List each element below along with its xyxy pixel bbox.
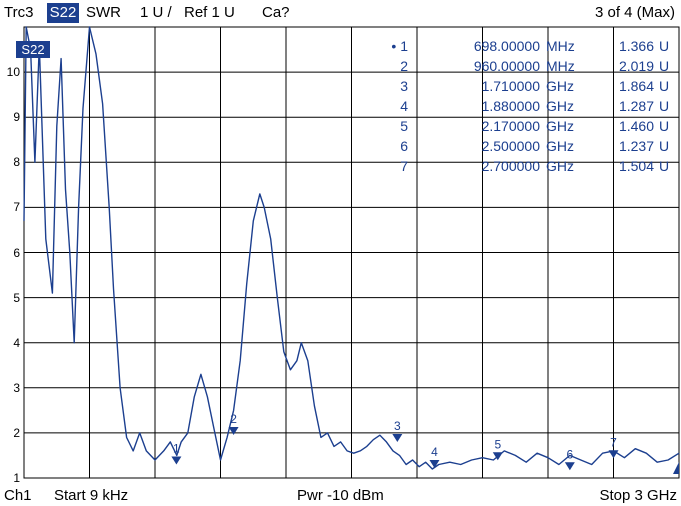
y-tick-label: 4: [13, 335, 20, 350]
marker-table-id[interactable]: 2: [400, 58, 408, 74]
trace-label-badge[interactable]: S22: [16, 41, 50, 58]
marker-table-value: 1.366: [618, 38, 654, 54]
marker-table-freq-unit: GHz: [546, 98, 574, 114]
marker-3-triangle: [392, 434, 403, 443]
marker-table-frequency: 1.880000: [481, 98, 540, 114]
marker-4-label: 4: [431, 445, 438, 459]
marker-5-triangle: [492, 452, 503, 461]
marker-table-frequency: 2.500000: [481, 138, 540, 154]
marker-6-label: 6: [566, 447, 573, 461]
marker-table-freq-unit: GHz: [546, 118, 574, 134]
marker-table-frequency: 698.00000: [473, 38, 540, 54]
marker-5-label: 5: [494, 437, 501, 451]
channel-label[interactable]: Ch1: [4, 487, 32, 504]
y-tick-label: 3: [13, 380, 20, 395]
marker-3-label: 3: [394, 419, 401, 433]
stop-frequency[interactable]: Stop 3 GHz: [599, 487, 677, 504]
marker-table-value: 2.019: [618, 58, 654, 74]
y-tick-label: 8: [13, 155, 20, 170]
marker-table-value-unit: U: [659, 38, 670, 54]
marker-2-triangle: [228, 427, 239, 436]
marker-table-id[interactable]: • 1: [391, 38, 408, 54]
marker-table-value: 1.237: [618, 138, 654, 154]
marker-table-frequency: 2.170000: [481, 118, 540, 134]
marker-6-triangle: [564, 462, 575, 471]
marker-table-value-unit: U: [659, 118, 670, 134]
y-tick-label: 2: [13, 425, 20, 440]
power-level[interactable]: Pwr -10 dBm: [297, 487, 384, 504]
marker-7-label: 7: [610, 435, 617, 449]
marker-table-freq-unit: MHz: [546, 38, 575, 54]
marker-table-frequency: 1.710000: [481, 78, 540, 94]
marker-table-id[interactable]: 4: [400, 98, 408, 114]
y-tick-label: 5: [13, 290, 20, 305]
marker-table-freq-unit: MHz: [546, 58, 575, 74]
trace-ref[interactable]: Ref 1 U: [184, 4, 235, 21]
marker-table-freq-unit: GHz: [546, 158, 574, 174]
marker-table-value-unit: U: [659, 78, 670, 94]
marker-2-label: 2: [230, 412, 237, 426]
marker-table-freq-unit: GHz: [546, 138, 574, 154]
marker-table-value: 1.287: [618, 98, 654, 114]
marker-table-id[interactable]: 3: [400, 78, 408, 94]
marker-table-freq-unit: GHz: [546, 78, 574, 94]
marker-table-value-unit: U: [659, 98, 670, 114]
trace-line-s22: [23, 26, 680, 470]
trace-end-indicator: [673, 462, 679, 474]
trace-format[interactable]: SWR: [86, 4, 121, 21]
marker-table-value-unit: U: [659, 158, 670, 174]
marker-4-triangle: [429, 460, 440, 469]
marker-table-id[interactable]: 6: [400, 138, 408, 154]
marker-table-id[interactable]: 5: [400, 118, 408, 134]
marker-table-frequency: 2.700000: [481, 158, 540, 174]
y-tick-label: 1: [13, 471, 20, 485]
trace-scale[interactable]: 1 U /: [140, 4, 172, 21]
start-frequency[interactable]: Start 9 kHz: [54, 487, 129, 504]
trace-param-badge[interactable]: S22: [47, 3, 79, 23]
marker-table-value: 1.460: [618, 118, 654, 134]
marker-table-value-unit: U: [659, 58, 670, 74]
marker-table-value-unit: U: [659, 138, 670, 154]
marker-table-frequency: 960.00000: [473, 58, 540, 74]
y-tick-label: 7: [13, 200, 20, 215]
marker-1-triangle: [171, 456, 182, 465]
y-tick-label: 10: [6, 65, 20, 80]
marker-1-label: 1: [173, 441, 180, 455]
cal-status: Ca?: [262, 4, 290, 21]
marker-table-value: 1.504: [618, 158, 654, 174]
marker-count: 3 of 4 (Max): [594, 4, 675, 21]
marker-table-value: 1.864: [618, 78, 654, 94]
y-tick-label: 6: [13, 245, 20, 260]
marker-7-triangle: [608, 450, 619, 459]
y-tick-label: 9: [13, 110, 20, 125]
marker-table-id[interactable]: 7: [400, 158, 408, 174]
trace-name[interactable]: Trc3: [4, 4, 34, 21]
